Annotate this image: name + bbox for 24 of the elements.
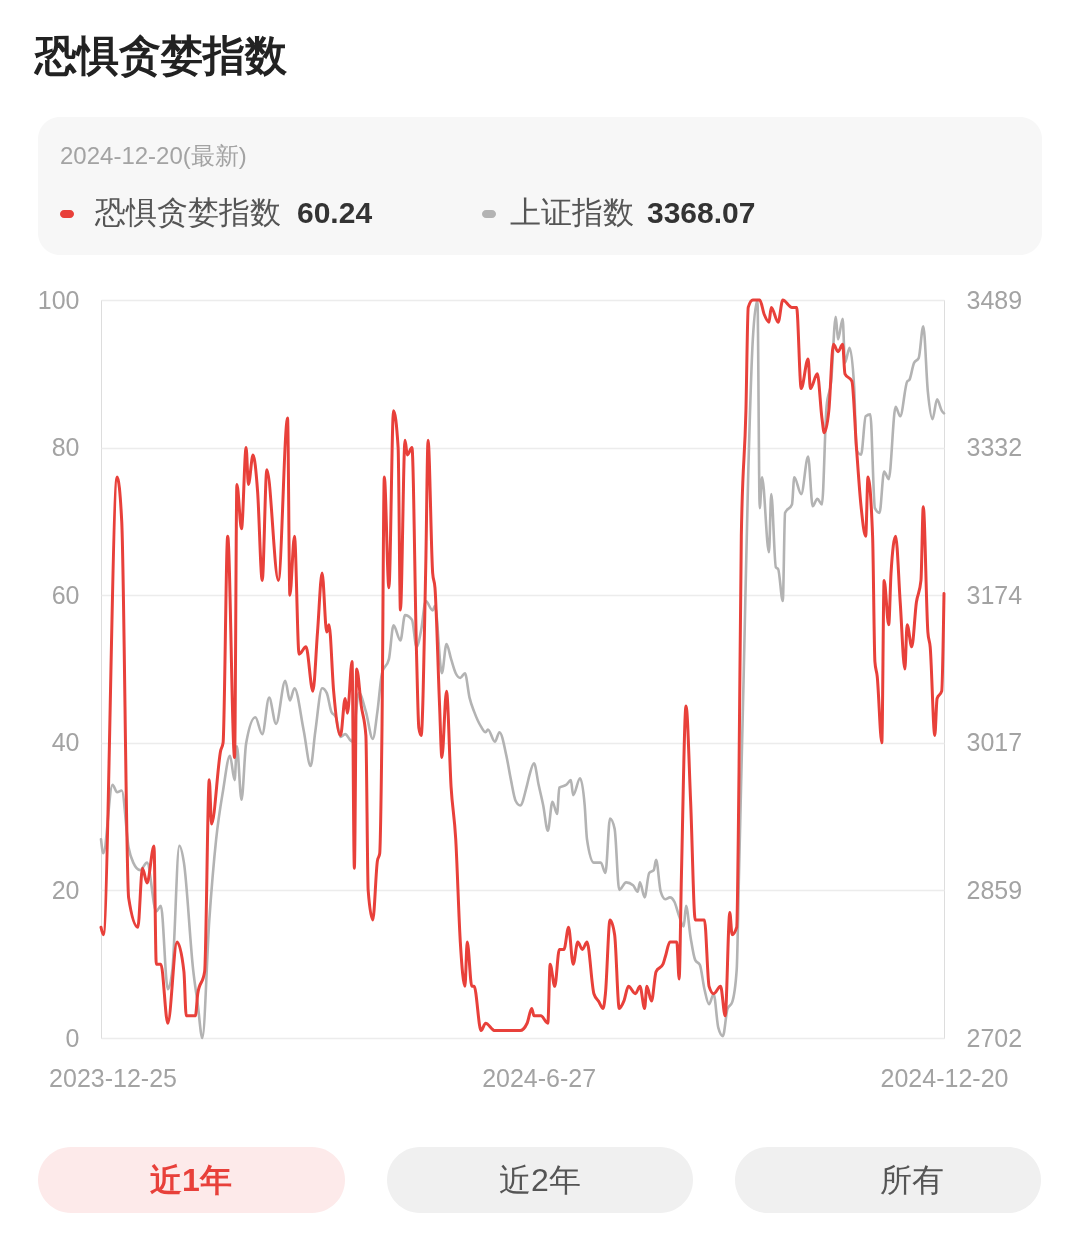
text: 3368.07 bbox=[647, 196, 756, 229]
text: 近2年 bbox=[499, 1162, 581, 1198]
x-tick-label: 2024-6-27 bbox=[482, 1063, 597, 1092]
y2-tick-label: 2859 bbox=[966, 876, 1023, 905]
text: 60.24 bbox=[297, 196, 373, 229]
y-tick-label: 60 bbox=[51, 580, 80, 609]
legend-label: 恐惧贪婪指数 bbox=[94, 195, 281, 230]
y-tick-label: 20 bbox=[51, 875, 80, 904]
text: 2024-12-20(最新) bbox=[60, 142, 247, 169]
x-tick-label: 2024-12-20 bbox=[880, 1063, 1009, 1092]
y2-tick-label: 3489 bbox=[966, 285, 1023, 314]
y-tick-label: 100 bbox=[37, 285, 80, 314]
text: 近1年 bbox=[150, 1162, 232, 1198]
chart-title: 恐惧贪婪指数 bbox=[33, 32, 288, 79]
legend-label: 上证指数 bbox=[510, 195, 634, 230]
y2-tick-label: 3017 bbox=[966, 728, 1023, 757]
y2-tick-label: 2702 bbox=[966, 1023, 1023, 1052]
x-tick-label: 2023-12-25 bbox=[49, 1063, 177, 1092]
y-tick-label: 80 bbox=[51, 433, 80, 462]
y2-tick-label: 3332 bbox=[966, 432, 1023, 461]
y-tick-label: 0 bbox=[65, 1023, 80, 1052]
text: 所有 bbox=[880, 1162, 944, 1198]
y2-tick-label: 3174 bbox=[966, 580, 1023, 609]
y-tick-label: 40 bbox=[51, 728, 80, 757]
